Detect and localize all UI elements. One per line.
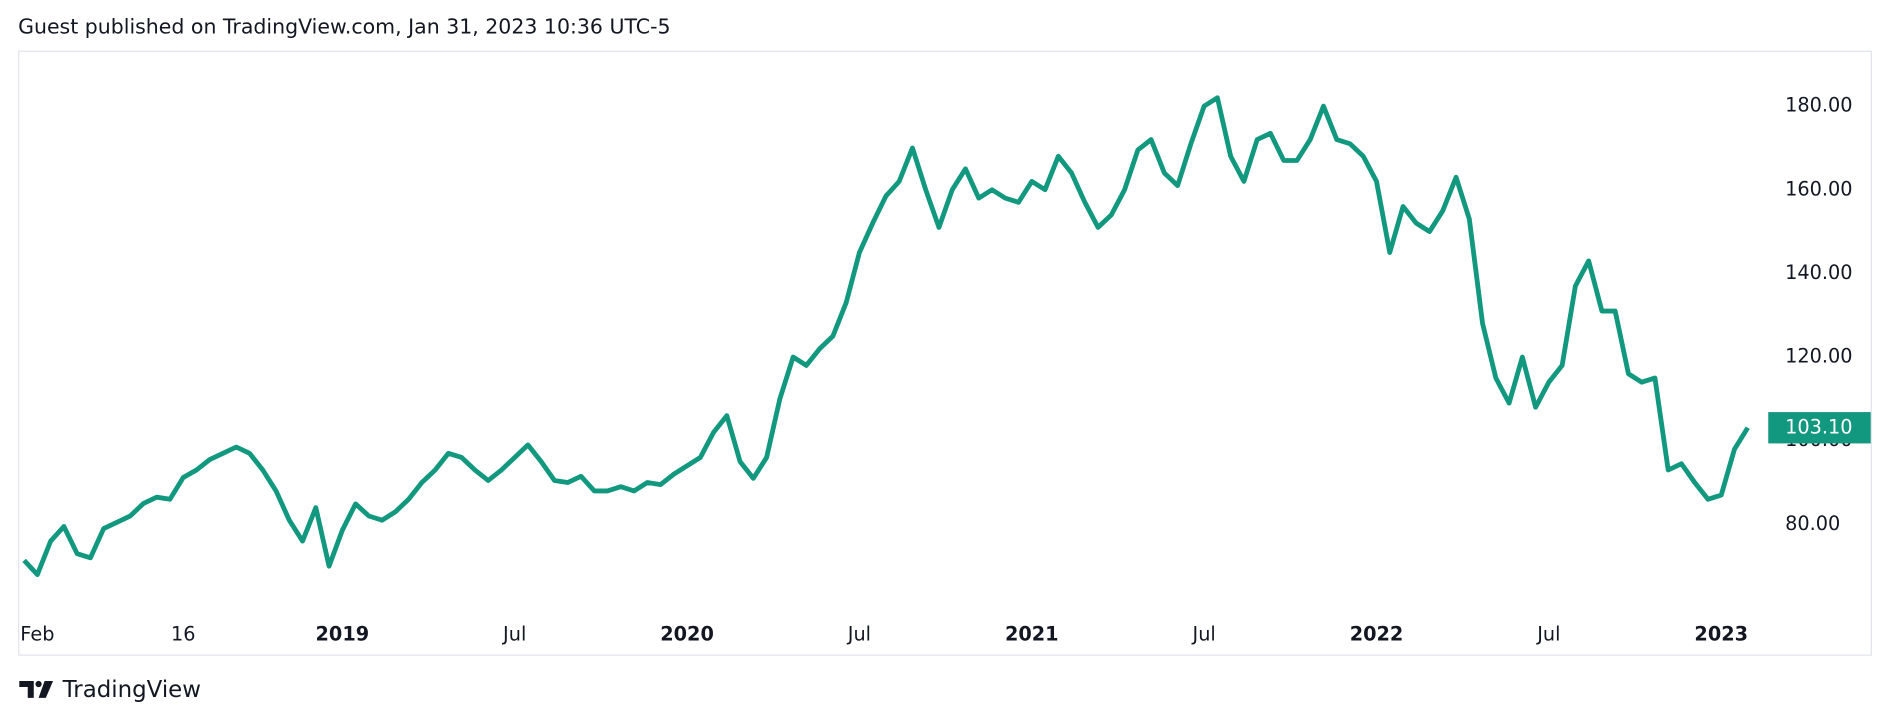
last-value-label: 103.10	[1785, 415, 1852, 438]
brand: TradingView	[62, 677, 201, 703]
x-tick-label: 16	[171, 623, 196, 646]
y-tick-label: 180.00	[1785, 94, 1852, 117]
x-tick-label: 2020	[660, 623, 714, 646]
y-tick-label: 140.00	[1785, 261, 1852, 284]
logo	[19, 680, 54, 698]
y-tick-label: 80.00	[1785, 512, 1840, 535]
header: Guest published on TradingView.com, Jan …	[18, 15, 670, 39]
x-tick-label: 2021	[1005, 623, 1059, 646]
x-tick-label: 2022	[1350, 623, 1404, 646]
last-value-box	[1768, 412, 1871, 444]
x-tick-label: Jul	[502, 623, 526, 646]
x-tick-label: Jul	[847, 623, 871, 646]
price-line	[22, 95, 1750, 577]
x-tick-label: Feb	[20, 623, 54, 646]
y-tick-label: 120.00	[1785, 345, 1852, 368]
x-tick-label: 2023	[1694, 623, 1748, 646]
x-tick-label: Jul	[1192, 623, 1216, 646]
chart-frame	[18, 50, 1872, 656]
y-tick-label: 160.00	[1785, 177, 1852, 200]
x-tick-label: Jul	[1536, 623, 1560, 646]
x-tick-label: 2019	[316, 623, 370, 646]
